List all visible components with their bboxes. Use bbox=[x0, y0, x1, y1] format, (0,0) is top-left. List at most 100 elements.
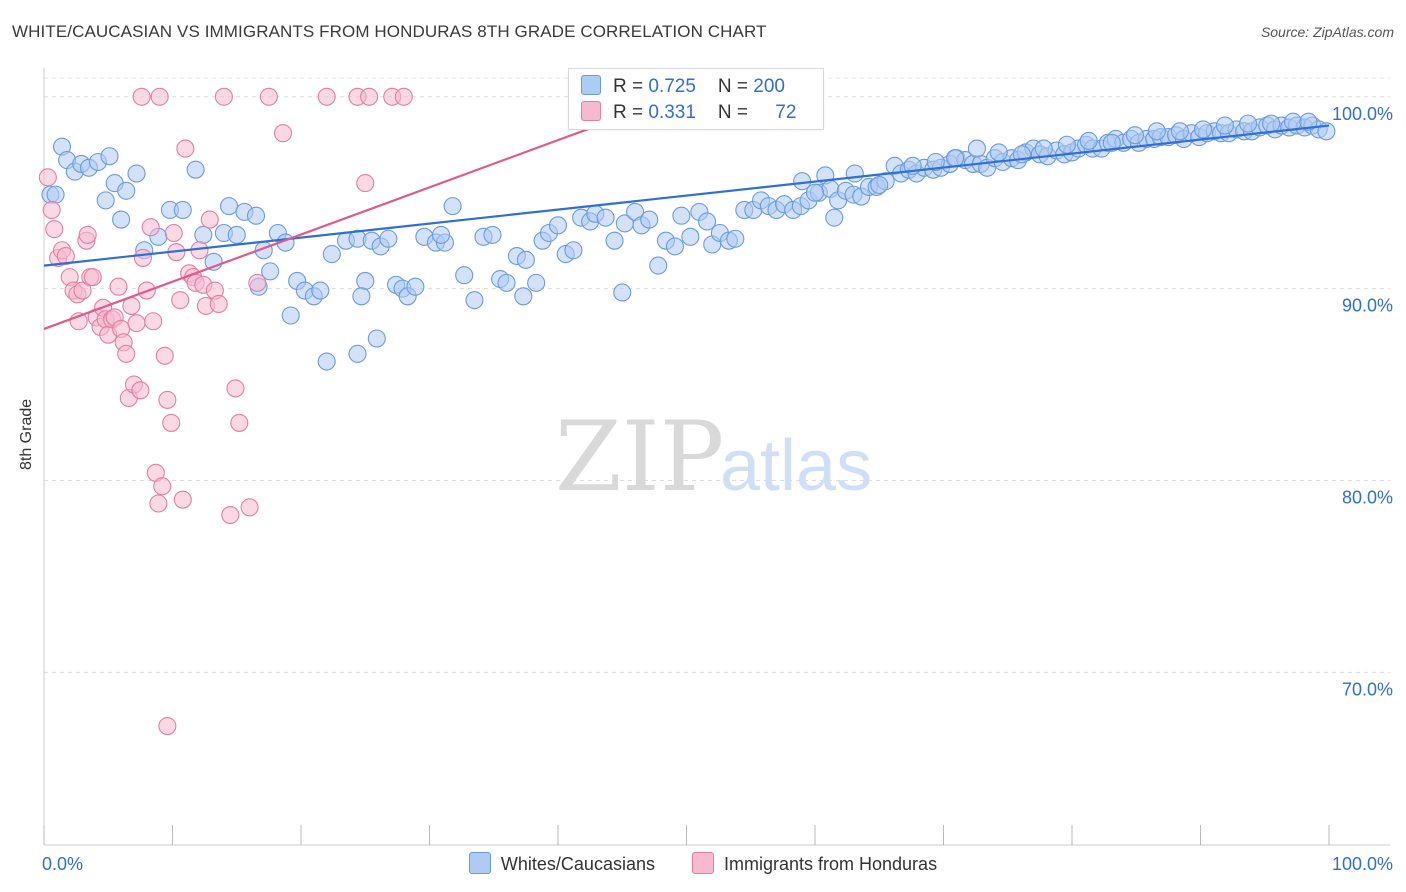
legend-item-honduras: Immigrants from Honduras bbox=[692, 852, 937, 875]
point-whites bbox=[514, 287, 533, 306]
series-whites-points bbox=[41, 112, 1336, 371]
swatch-honduras bbox=[581, 101, 601, 121]
point-whites bbox=[672, 206, 691, 225]
legend-item-whites: Whites/Caucasians bbox=[468, 852, 655, 875]
trend-line-honduras bbox=[43, 91, 687, 330]
tick-labels: 100.0% 90.0% 80.0% 70.0% 0.0% 100.0% bbox=[42, 104, 1393, 874]
point-whites bbox=[46, 185, 65, 204]
n-value: 72 bbox=[775, 102, 797, 123]
point-honduras bbox=[230, 413, 249, 432]
point-whites bbox=[989, 143, 1008, 162]
chart-title: WHITE/CAUCASIAN VS IMMIGRANTS FROM HONDU… bbox=[12, 22, 767, 41]
x-tick-label-min: 0.0% bbox=[42, 854, 83, 874]
point-whites bbox=[173, 200, 192, 220]
point-honduras bbox=[153, 477, 172, 496]
stats-legend: R = 0.725 N = 200 R = 0.331 N = 72 bbox=[568, 68, 824, 130]
point-whites bbox=[246, 206, 266, 225]
point-whites bbox=[483, 225, 502, 244]
point-honduras bbox=[394, 87, 413, 106]
point-whites bbox=[348, 344, 367, 363]
point-whites bbox=[186, 160, 205, 179]
point-whites bbox=[406, 277, 425, 296]
point-honduras bbox=[173, 490, 192, 509]
point-honduras bbox=[164, 223, 183, 243]
point-honduras bbox=[133, 248, 152, 267]
point-honduras bbox=[78, 225, 97, 244]
point-whites bbox=[605, 231, 624, 250]
point-whites bbox=[1147, 122, 1166, 141]
point-honduras bbox=[176, 139, 195, 158]
point-whites bbox=[698, 212, 717, 231]
point-whites bbox=[665, 237, 684, 256]
point-honduras bbox=[273, 124, 293, 143]
point-honduras bbox=[38, 168, 57, 187]
watermark: ZIP atlas bbox=[555, 401, 872, 513]
point-honduras bbox=[42, 200, 61, 220]
point-whites bbox=[613, 283, 632, 302]
y-tick-label: 90.0% bbox=[1342, 296, 1393, 316]
point-whites bbox=[497, 273, 516, 292]
point-whites bbox=[1125, 126, 1145, 145]
point-whites bbox=[455, 266, 474, 285]
point-whites bbox=[1057, 135, 1076, 154]
point-whites bbox=[1034, 139, 1053, 158]
r-label: R = bbox=[613, 76, 649, 97]
watermark-atlas: atlas bbox=[720, 426, 872, 506]
point-whites bbox=[681, 227, 700, 246]
point-honduras bbox=[356, 174, 375, 193]
point-whites bbox=[367, 329, 386, 348]
point-honduras bbox=[83, 268, 102, 287]
n-label: N = bbox=[717, 76, 754, 97]
point-whites bbox=[825, 208, 844, 227]
point-whites bbox=[194, 225, 213, 244]
point-whites bbox=[281, 306, 300, 325]
n-value: 200 bbox=[753, 76, 785, 97]
grid-lines bbox=[44, 77, 1390, 673]
point-whites bbox=[317, 352, 336, 371]
point-honduras bbox=[214, 87, 233, 106]
point-whites bbox=[726, 229, 745, 248]
source-label: Source: ZipAtlas.com bbox=[1260, 24, 1394, 40]
point-whites bbox=[1194, 120, 1213, 139]
legend-label-whites: Whites/Caucasians bbox=[500, 854, 655, 874]
legend-swatch-honduras bbox=[692, 852, 714, 874]
trend-lines bbox=[43, 91, 1330, 330]
point-whites bbox=[96, 191, 115, 210]
series-legend: Whites/Caucasians Immigrants from Hondur… bbox=[0, 852, 1406, 875]
point-honduras bbox=[171, 291, 190, 310]
point-whites bbox=[1079, 131, 1098, 150]
point-whites bbox=[926, 152, 945, 172]
point-honduras bbox=[150, 87, 169, 106]
legend-swatch-whites bbox=[468, 852, 491, 874]
point-honduras bbox=[259, 87, 278, 106]
watermark-zip: ZIP bbox=[555, 401, 724, 513]
point-honduras bbox=[221, 505, 240, 525]
point-whites bbox=[527, 273, 546, 292]
point-honduras bbox=[248, 273, 267, 292]
point-whites bbox=[322, 245, 341, 264]
point-whites bbox=[946, 149, 965, 168]
point-whites bbox=[516, 250, 535, 269]
point-whites bbox=[356, 271, 375, 291]
point-whites bbox=[1299, 112, 1318, 131]
trend-line-whites bbox=[43, 124, 1330, 267]
x-tick-label-max: 100.0% bbox=[1332, 854, 1393, 874]
r-label: R = bbox=[613, 102, 649, 123]
point-whites bbox=[432, 225, 451, 244]
point-whites bbox=[1215, 116, 1234, 135]
point-whites bbox=[1170, 122, 1189, 141]
y-tick-label: 80.0% bbox=[1342, 487, 1393, 507]
point-honduras bbox=[144, 312, 163, 331]
point-whites bbox=[443, 197, 462, 216]
point-whites bbox=[564, 241, 583, 260]
point-whites bbox=[227, 225, 246, 244]
point-whites bbox=[1102, 133, 1121, 152]
point-whites bbox=[352, 287, 371, 306]
point-honduras bbox=[117, 344, 136, 363]
point-whites bbox=[100, 147, 119, 166]
point-whites bbox=[967, 139, 986, 158]
point-honduras bbox=[155, 346, 174, 365]
point-whites bbox=[649, 256, 668, 275]
point-whites bbox=[219, 197, 239, 216]
